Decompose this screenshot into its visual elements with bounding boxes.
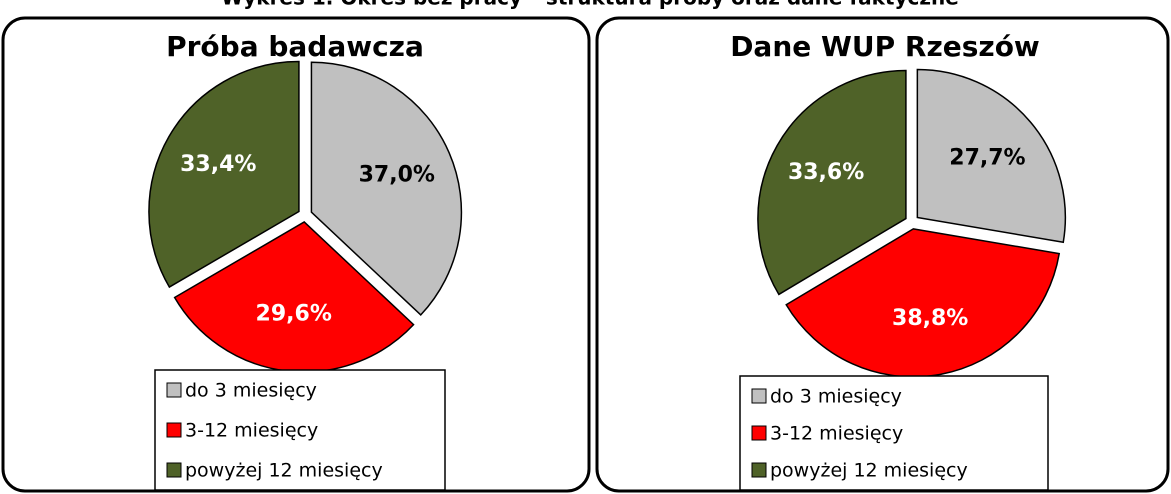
chart-title: Dane WUP Rzeszów — [730, 30, 1040, 63]
pie-slice — [310, 61, 463, 316]
pie-slice — [785, 228, 1061, 378]
legend-label: powyżej 12 miesięcy — [770, 460, 968, 482]
legend-label: powyżej 12 miesięcy — [185, 460, 383, 482]
data-label: 33,6% — [788, 160, 864, 185]
data-label: 27,7% — [949, 145, 1025, 170]
chart-title: Próba badawcza — [166, 30, 424, 63]
legend-label: 3-12 miesięcy — [770, 423, 903, 445]
legend-label: 3-12 miesięcy — [185, 420, 318, 442]
pie-slice — [916, 68, 1067, 244]
data-label: 37,0% — [359, 162, 435, 187]
legend-label: do 3 miesięcy — [185, 380, 317, 402]
pie-slice — [148, 60, 300, 289]
panel — [595, 16, 1170, 493]
data-label: 29,6% — [256, 301, 332, 326]
legend-label: do 3 miesięcy — [770, 386, 902, 408]
legend-swatch — [751, 462, 767, 478]
page-title: Wykres 1. Okres bez pracy – struktura pr… — [221, 0, 959, 10]
panel — [1, 16, 591, 493]
legend — [739, 375, 1049, 491]
data-label: 33,4% — [180, 152, 256, 177]
data-label: 38,8% — [892, 306, 968, 331]
legend-swatch — [751, 388, 767, 404]
legend — [154, 369, 446, 491]
legend-swatch — [166, 382, 182, 398]
legend-swatch — [166, 422, 182, 438]
pie-slice — [757, 69, 907, 296]
legend-swatch — [166, 462, 182, 478]
legend-swatch — [751, 425, 767, 441]
